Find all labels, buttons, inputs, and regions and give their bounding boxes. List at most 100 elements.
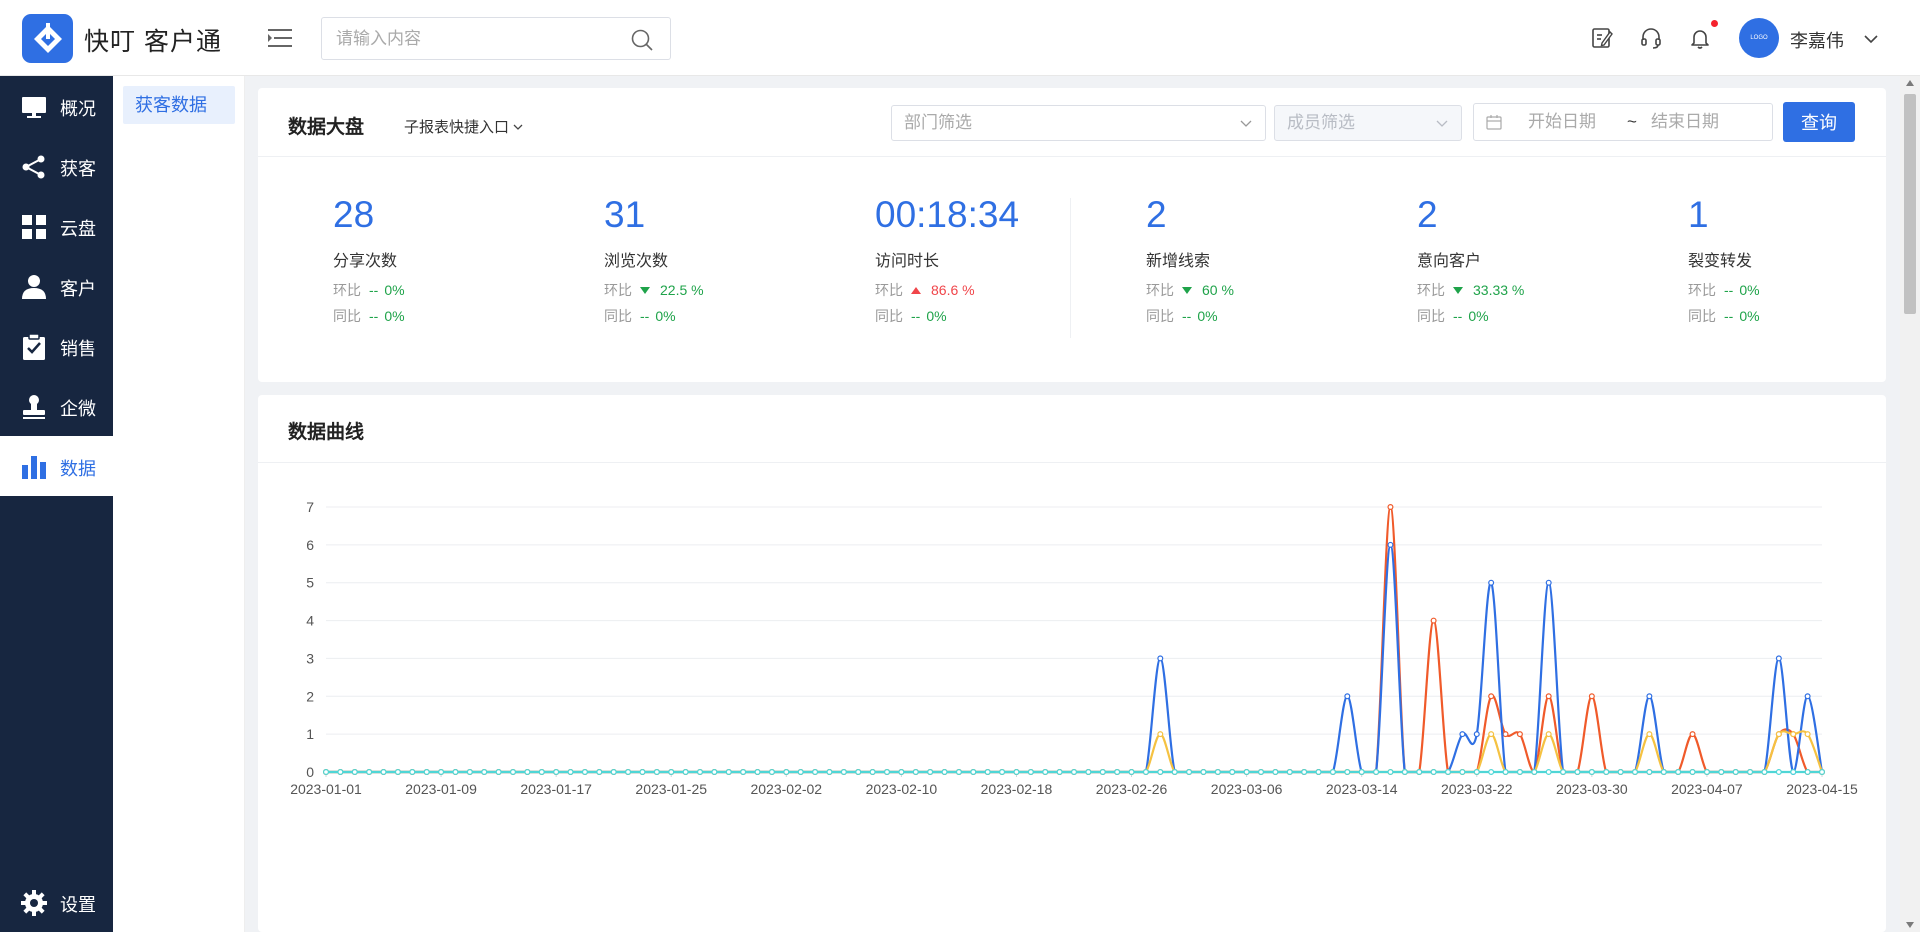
- monitor-icon: [22, 97, 46, 118]
- mom-value: 0%: [384, 282, 405, 298]
- avatar[interactable]: LOGO: [1739, 18, 1779, 58]
- mom-value: 33.33 %: [1473, 282, 1525, 298]
- metric-mom-row: 环比 86.6 %: [875, 280, 1105, 300]
- data-point: [840, 769, 847, 776]
- x-tick-label: 2023-01-17: [520, 781, 592, 797]
- data-point: [1516, 731, 1523, 738]
- data-point: [452, 769, 459, 776]
- share-icon: [22, 155, 45, 179]
- query-button[interactable]: 查询: [1783, 102, 1855, 142]
- trend-down-icon: [1453, 286, 1463, 294]
- submenu-item-acquire-data[interactable]: 获客数据: [123, 86, 235, 124]
- data-point: [1013, 769, 1020, 776]
- trend-flat: --: [369, 282, 379, 298]
- mom-value: 0%: [1739, 282, 1760, 298]
- chevron-down-icon[interactable]: [1862, 30, 1880, 48]
- data-point: [1790, 731, 1797, 738]
- data-point: [1315, 769, 1322, 776]
- metric-yoy-row: 同比 -- 0%: [1146, 306, 1376, 326]
- sidebar-item-acquire[interactable]: 获客: [0, 136, 113, 196]
- submenu: 获客数据: [113, 76, 245, 932]
- sidebar-item-label: 客户: [60, 279, 96, 299]
- x-tick-label: 2023-01-25: [635, 781, 707, 797]
- sidebar-item-label: 企微: [60, 399, 96, 419]
- data-point: [625, 769, 632, 776]
- metric-value: 00:18:34: [875, 194, 1020, 235]
- data-point: [1804, 731, 1811, 738]
- yoy-label: 同比: [604, 308, 632, 324]
- data-point: [1042, 769, 1049, 776]
- data-point: [1761, 769, 1768, 776]
- x-tick-label: 2023-01-01: [290, 781, 362, 797]
- sidebar-item-settings[interactable]: 设置: [0, 872, 113, 932]
- curve-title: 数据曲线: [288, 422, 365, 443]
- sub-report-dropdown[interactable]: 子报表快捷入口: [404, 116, 524, 137]
- gear-icon: [21, 890, 47, 916]
- x-tick-label: 2023-03-14: [1326, 781, 1398, 797]
- sidebar-item-sales[interactable]: 销售: [0, 316, 113, 376]
- sidebar-item-label: 云盘: [60, 219, 96, 239]
- date-range-picker[interactable]: ~: [1473, 103, 1773, 141]
- data-point: [1617, 769, 1624, 776]
- data-point: [740, 769, 747, 776]
- data-point: [1545, 731, 1552, 738]
- scroll-down-icon[interactable]: [1906, 922, 1914, 928]
- data-point: [855, 769, 862, 776]
- data-point: [1430, 769, 1437, 776]
- data-point: [1574, 769, 1581, 776]
- edit-note-icon[interactable]: [1590, 26, 1614, 50]
- data-point: [596, 769, 603, 776]
- mom-value: 60 %: [1202, 282, 1234, 298]
- user-name[interactable]: 李嘉伟: [1790, 31, 1844, 51]
- data-point: [783, 769, 790, 776]
- menu-toggle-icon[interactable]: [268, 28, 292, 48]
- metric-mom-row: 环比 -- 0%: [333, 280, 563, 300]
- end-date-input[interactable]: [1651, 112, 1746, 132]
- sidebar-item-wecom[interactable]: 企微: [0, 376, 113, 436]
- data-point: [1329, 769, 1336, 776]
- data-point: [1200, 769, 1207, 776]
- data-point: [1588, 693, 1595, 700]
- metric-name: 分享次数: [333, 253, 398, 270]
- avatar-text: LOGO: [1750, 35, 1768, 41]
- trend-flat: --: [1182, 308, 1192, 324]
- yoy-value: 0%: [1197, 308, 1218, 324]
- data-point: [1301, 769, 1308, 776]
- data-point: [1473, 769, 1480, 776]
- department-filter[interactable]: 部门筛选: [891, 105, 1266, 141]
- data-point: [725, 769, 732, 776]
- data-point: [1488, 769, 1495, 776]
- scroll-thumb[interactable]: [1904, 94, 1916, 314]
- data-point: [423, 769, 430, 776]
- y-tick-label: 0: [306, 764, 314, 780]
- trend-down-icon: [640, 286, 650, 294]
- y-tick-label: 5: [306, 575, 314, 591]
- yoy-value: 0%: [655, 308, 676, 324]
- bell-icon[interactable]: [1688, 26, 1712, 50]
- member-filter[interactable]: 成员筛选: [1274, 105, 1462, 141]
- metric-mom-row: 环比 22.5 %: [604, 280, 834, 300]
- page-scrollbar[interactable]: [1900, 76, 1920, 932]
- search-input[interactable]: [336, 29, 616, 49]
- data-point: [1631, 769, 1638, 776]
- clipboard-check-icon: [23, 333, 45, 360]
- sidebar-item-overview[interactable]: 概况: [0, 76, 113, 136]
- data-point: [1430, 617, 1437, 624]
- metric-yoy-row: 同比 -- 0%: [875, 306, 1105, 326]
- sidebar-item-cloud[interactable]: 云盘: [0, 196, 113, 256]
- data-point: [826, 769, 833, 776]
- search-icon[interactable]: [630, 28, 654, 52]
- mom-label: 环比: [875, 282, 903, 298]
- series-line-0: [325, 505, 1822, 774]
- metric-card: 2 意向客户 环比 33.33 % 同比 -- 0%: [1417, 193, 1647, 326]
- start-date-input[interactable]: [1528, 112, 1623, 132]
- data-point: [1689, 731, 1696, 738]
- headset-icon[interactable]: [1639, 26, 1663, 50]
- calendar-icon: [1486, 115, 1502, 130]
- metric-yoy-row: 同比 -- 0%: [333, 306, 563, 326]
- mom-value: 86.6 %: [931, 282, 975, 298]
- data-point: [1488, 731, 1495, 738]
- scroll-up-icon[interactable]: [1906, 80, 1914, 86]
- sidebar-item-customer[interactable]: 客户: [0, 256, 113, 316]
- sidebar-item-data[interactable]: 数据: [0, 436, 113, 496]
